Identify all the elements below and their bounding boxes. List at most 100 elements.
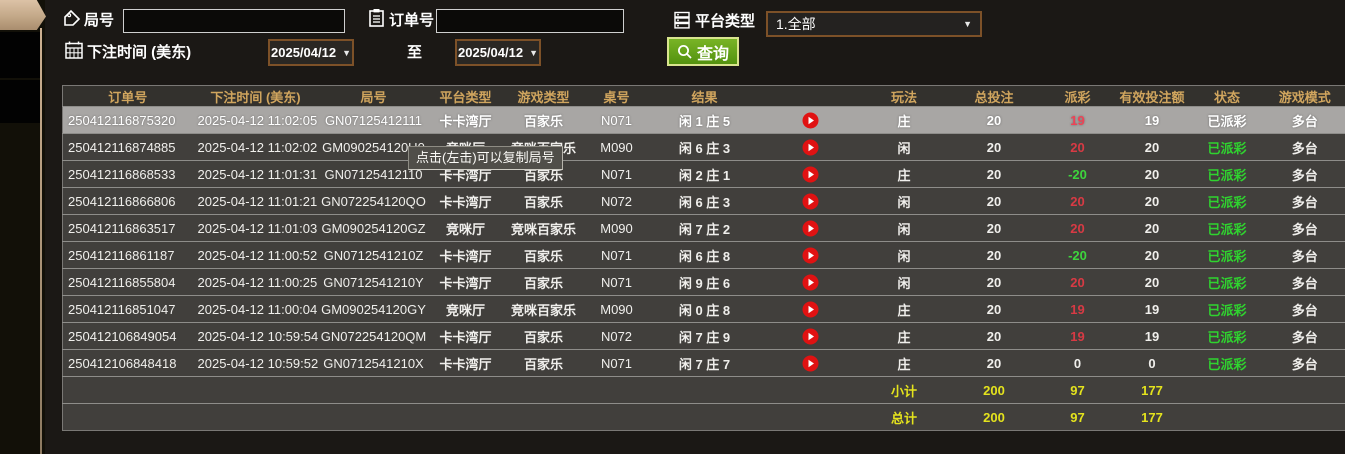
date-to-value: 2025/04/12 bbox=[458, 45, 524, 60]
play-icon[interactable] bbox=[802, 301, 819, 318]
subtotal-row-payout: 97 bbox=[1040, 376, 1115, 404]
cell-play: 闲 bbox=[860, 187, 948, 215]
cell-platform: 卡卡湾厅 bbox=[428, 322, 503, 350]
cell-payout: -20 bbox=[1040, 241, 1115, 269]
magnifier-icon bbox=[677, 44, 693, 60]
search-button[interactable]: 查询 bbox=[667, 37, 740, 66]
empty-cell bbox=[318, 376, 429, 404]
result-play-cell bbox=[760, 133, 861, 161]
round-input[interactable] bbox=[123, 9, 345, 33]
play-icon[interactable] bbox=[802, 328, 819, 345]
column-header-status: 状态 bbox=[1189, 85, 1265, 107]
table-row[interactable]: 250412116874885 2025-04-12 11:02:02 GM0902… bbox=[62, 133, 1345, 161]
cell-platform: 卡卡湾厅 bbox=[428, 268, 503, 296]
total-row-total-bet: 200 bbox=[947, 403, 1041, 431]
empty-cell bbox=[584, 403, 649, 431]
play-icon[interactable] bbox=[802, 274, 819, 291]
table-row[interactable]: 250412116863517 2025-04-12 11:01:03 GM0902… bbox=[62, 214, 1345, 242]
cell-status: 已派彩 bbox=[1189, 133, 1265, 161]
empty-cell bbox=[1264, 376, 1345, 404]
cell-mode: 多台 bbox=[1264, 268, 1345, 296]
order-input[interactable] bbox=[436, 9, 624, 33]
empty-cell bbox=[760, 403, 861, 431]
table-row[interactable]: 250412116855804 2025-04-12 11:00:25 GN0712… bbox=[62, 268, 1345, 296]
cell-valid-bet: 19 bbox=[1114, 106, 1190, 134]
cell-table-no: N071 bbox=[584, 349, 649, 377]
round-id-cell[interactable]: GN0712541210Y bbox=[318, 268, 429, 296]
cell-result: 闲 7 庄 2 bbox=[648, 214, 761, 242]
cell-result: 闲 6 庄 8 bbox=[648, 241, 761, 269]
round-id-cell[interactable]: GN07125412111 bbox=[318, 106, 429, 134]
result-play-cell bbox=[760, 268, 861, 296]
platform-select[interactable]: 1.全部 ▼ bbox=[766, 11, 982, 37]
tag-icon bbox=[63, 9, 82, 33]
empty-cell bbox=[502, 403, 585, 431]
cell-total-bet: 20 bbox=[947, 133, 1041, 161]
play-icon[interactable] bbox=[802, 139, 819, 156]
round-id-cell[interactable]: GN07125412110 bbox=[318, 160, 429, 188]
cell-valid-bet: 20 bbox=[1114, 241, 1190, 269]
table-row[interactable]: 250412106848418 2025-04-12 10:59:52 GN0712… bbox=[62, 349, 1345, 377]
cell-status: 已派彩 bbox=[1189, 295, 1265, 323]
cell-platform: 卡卡湾厅 bbox=[428, 241, 503, 269]
total-row-valid-bet: 177 bbox=[1114, 403, 1190, 431]
column-header-valid-bet: 有效投注额 bbox=[1114, 85, 1190, 107]
table-row[interactable]: 250412116866806 2025-04-12 11:01:21 GN0722… bbox=[62, 187, 1345, 215]
cell-table-no: N071 bbox=[584, 268, 649, 296]
subtotal-row-valid-bet: 177 bbox=[1114, 376, 1190, 404]
empty-cell bbox=[584, 376, 649, 404]
cell-play: 闲 bbox=[860, 268, 948, 296]
date-from-picker[interactable]: 2025/04/12 ▼ bbox=[268, 39, 354, 66]
cell-play: 闲 bbox=[860, 241, 948, 269]
round-id-cell[interactable]: GN072254120QO bbox=[318, 187, 429, 215]
copy-round-tooltip: 点击(左击)可以复制局号 bbox=[408, 146, 563, 170]
calendar-icon bbox=[64, 40, 84, 65]
result-play-cell bbox=[760, 214, 861, 242]
table-row[interactable]: 250412116861187 2025-04-12 11:00:52 GN0712… bbox=[62, 241, 1345, 269]
round-id-cell[interactable]: GN0712541210Z bbox=[318, 241, 429, 269]
play-icon[interactable] bbox=[802, 220, 819, 237]
cell-order-id: 250412116861187 bbox=[62, 241, 193, 269]
column-header-platform: 平台类型 bbox=[428, 85, 503, 107]
cell-valid-bet: 20 bbox=[1114, 160, 1190, 188]
round-id-cell[interactable]: GM090254120GY bbox=[318, 295, 429, 323]
date-to-picker[interactable]: 2025/04/12 ▼ bbox=[455, 39, 541, 66]
cell-bet-time: 2025-04-12 10:59:52 bbox=[192, 349, 319, 377]
column-header-payout: 派彩 bbox=[1040, 85, 1115, 107]
empty-cell bbox=[1189, 403, 1265, 431]
play-icon[interactable] bbox=[802, 112, 819, 129]
cell-result: 闲 1 庄 5 bbox=[648, 106, 761, 134]
clipboard-icon bbox=[367, 8, 386, 33]
round-id-cell[interactable]: GN0712541210X bbox=[318, 349, 429, 377]
cell-order-id: 250412106848418 bbox=[62, 349, 193, 377]
cell-order-id: 250412116863517 bbox=[62, 214, 193, 242]
cell-payout: 20 bbox=[1040, 268, 1115, 296]
cell-result: 闲 7 庄 7 bbox=[648, 349, 761, 377]
table-header: 订单号 下注时间 (美东) 局号 平台类型 游戏类型 桌号 结果 玩法 总投注 派彩 有效投注额 状态… bbox=[62, 85, 1345, 107]
round-id-cell[interactable]: GM090254120GZ bbox=[318, 214, 429, 242]
cell-mode: 多台 bbox=[1264, 106, 1345, 134]
cell-bet-time: 2025-04-12 11:02:02 bbox=[192, 133, 319, 161]
play-icon[interactable] bbox=[802, 247, 819, 264]
table-row[interactable]: 250412116875320 2025-04-12 11:02:05 GN0712… bbox=[62, 106, 1345, 134]
cell-table-no: N072 bbox=[584, 187, 649, 215]
table-row[interactable]: 250412116868533 2025-04-12 11:01:31 GN0712… bbox=[62, 160, 1345, 188]
cell-status: 已派彩 bbox=[1189, 268, 1265, 296]
date-range-to-label: 至 bbox=[407, 44, 423, 61]
cell-order-id: 250412116855804 bbox=[62, 268, 193, 296]
cell-valid-bet: 19 bbox=[1114, 295, 1190, 323]
result-play-cell bbox=[760, 241, 861, 269]
play-icon[interactable] bbox=[802, 166, 819, 183]
round-id-cell[interactable]: GN072254120QM bbox=[318, 322, 429, 350]
table-row[interactable]: 250412116851047 2025-04-12 11:00:04 GM0902… bbox=[62, 295, 1345, 323]
cell-total-bet: 20 bbox=[947, 106, 1041, 134]
column-header--icon bbox=[760, 85, 861, 107]
play-icon[interactable] bbox=[802, 355, 819, 372]
total-row-payout: 97 bbox=[1040, 403, 1115, 431]
play-icon[interactable] bbox=[802, 193, 819, 210]
cell-bet-time: 2025-04-12 11:01:03 bbox=[192, 214, 319, 242]
empty-cell bbox=[318, 403, 429, 431]
chevron-down-icon: ▼ bbox=[342, 47, 351, 58]
cell-mode: 多台 bbox=[1264, 349, 1345, 377]
table-row[interactable]: 250412106849054 2025-04-12 10:59:54 GN0722… bbox=[62, 322, 1345, 350]
